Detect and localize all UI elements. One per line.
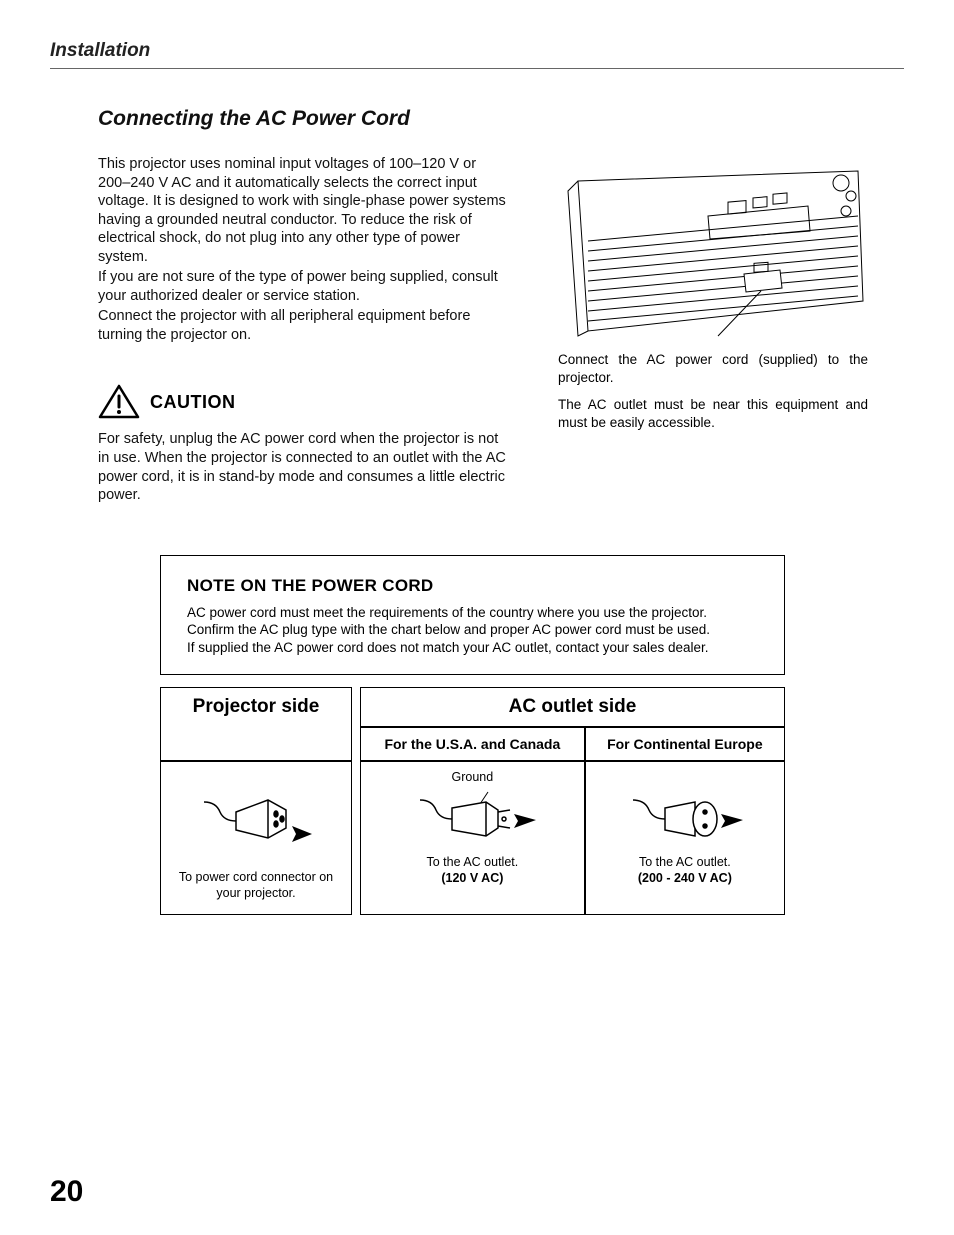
subhead-eu: For Continental Europe — [585, 727, 785, 761]
power-cord-note-box: NOTE ON THE POWER CORD AC power cord mus… — [160, 555, 785, 676]
intro-para-2: If you are not sure of the type of power… — [98, 268, 508, 305]
caution-text: For safety, unplug the AC power cord whe… — [98, 430, 508, 504]
projector-plug-icon — [196, 790, 316, 860]
usa-plug-icon — [402, 790, 542, 845]
cell-projector-side: To power cord connector on your projecto… — [160, 761, 352, 914]
eu-plug-icon — [615, 790, 755, 845]
content-area: Connecting the AC Power Cord This projec… — [50, 107, 904, 507]
th-projector-side: Projector side — [160, 687, 352, 761]
projector-caption-2: The AC outlet must be near this equipmen… — [558, 396, 868, 431]
intro-para-1: This projector uses nominal input voltag… — [98, 155, 508, 266]
subhead-usa: For the U.S.A. and Canada — [360, 727, 585, 761]
projector-plug-caption: To power cord connector on your projecto… — [169, 870, 343, 901]
section-label: Installation — [50, 40, 150, 61]
usa-caption-1: To the AC outlet. — [369, 855, 576, 871]
note-title: NOTE ON THE POWER CORD — [187, 576, 758, 596]
note-line-3: If supplied the AC power cord does not m… — [187, 639, 758, 657]
eu-caption-1: To the AC outlet. — [594, 855, 776, 871]
right-column: Connect the AC power cord (supplied) to … — [558, 155, 868, 507]
table-header-row: Projector side AC outlet side — [160, 687, 785, 727]
two-column-layout: This projector uses nominal input voltag… — [98, 155, 904, 507]
left-column: This projector uses nominal input voltag… — [98, 155, 508, 507]
caution-triangle-icon — [98, 384, 140, 420]
usa-caption-2: (120 V AC) — [369, 871, 576, 887]
cell-eu: To the AC outlet. (200 - 240 V AC) — [585, 761, 785, 914]
caution-label: CAUTION — [150, 392, 236, 413]
ground-label: Ground — [369, 770, 576, 786]
page-number: 20 — [50, 1175, 83, 1209]
note-line-2: Confirm the AC plug type with the chart … — [187, 621, 758, 639]
projector-caption-1: Connect the AC power cord (supplied) to … — [558, 351, 868, 386]
plug-type-table: Projector side AC outlet side For the U.… — [160, 687, 785, 914]
intro-para-3: Connect the projector with all periphera… — [98, 307, 508, 344]
note-line-1: AC power cord must meet the requirements… — [187, 604, 758, 622]
page: Installation Connecting the AC Power Cor… — [0, 0, 954, 1235]
table-body-row: To power cord connector on your projecto… — [160, 761, 785, 914]
cell-usa: Ground — [360, 761, 585, 914]
th-ac-outlet-side: AC outlet side — [360, 687, 785, 727]
header-rule: Installation — [50, 40, 904, 69]
eu-caption-2: (200 - 240 V AC) — [594, 871, 776, 887]
projector-illustration — [558, 161, 868, 341]
page-subtitle: Connecting the AC Power Cord — [98, 107, 904, 131]
caution-heading: CAUTION — [98, 384, 508, 420]
